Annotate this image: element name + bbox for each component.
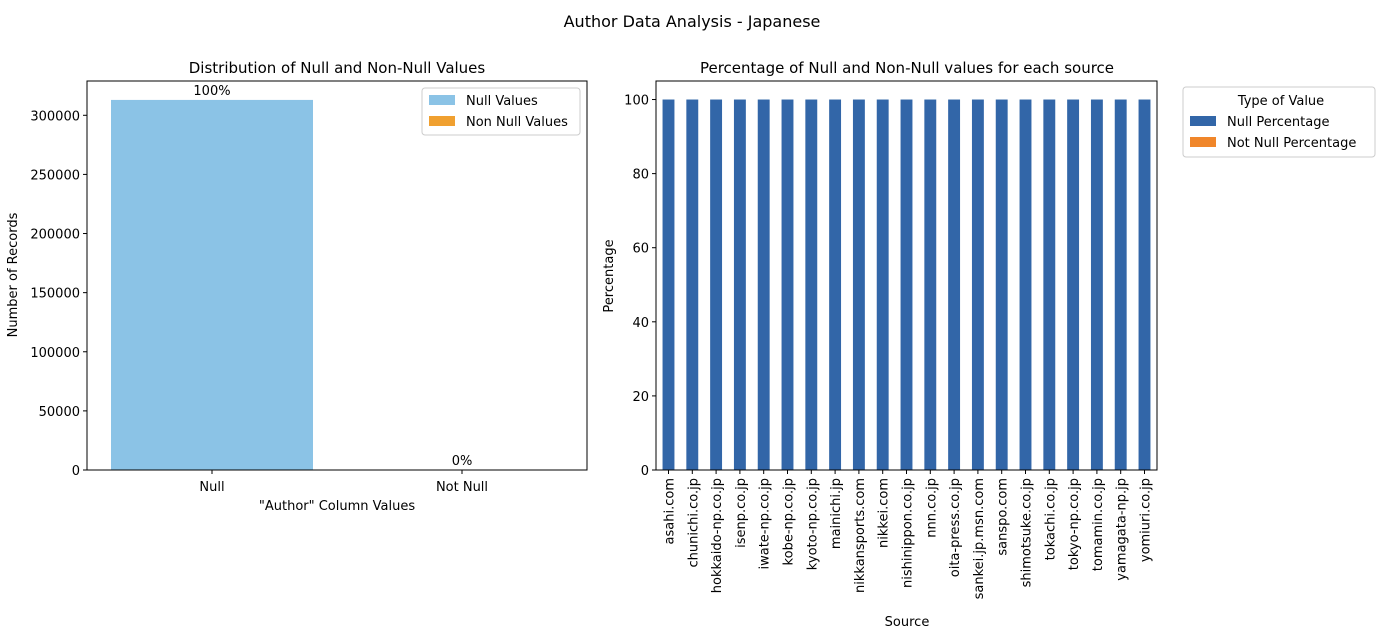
chart1-legend: Null Values Non Null Values <box>421 87 581 136</box>
bar-null-percentage-nikkei-com <box>876 99 889 471</box>
x-tick-label-yamagata-np-jp: yamagata-np.jp <box>1115 478 1130 581</box>
bar-null-percentage-asahi-com <box>662 99 675 471</box>
y-tick-label-150000: 150000 <box>30 287 80 302</box>
bar-null-percentage-kyoto-np-co-jp <box>805 99 818 471</box>
y-tick-label-200000: 200000 <box>30 228 80 243</box>
x-tick-label-sankei-jp-msn-com: sankei.jp.msn.com <box>972 478 987 599</box>
bar-null-percentage-nnn-co-jp <box>924 99 937 471</box>
x-tick-label-iwate-np-co-jp: iwate-np.co.jp <box>758 478 773 570</box>
bar-null-percentage-yamagata-np-jp <box>1114 99 1127 471</box>
x-tick-label-hokkaido-np-co-jp: hokkaido-np.co.jp <box>710 478 725 593</box>
y-tick-label-100: 100 <box>624 94 649 109</box>
bar-null-percentage-sanspo-com <box>995 99 1008 471</box>
chart-null-by-source: Percentage of Null and Non-Null values f… <box>602 59 1376 630</box>
chart1-x-axis: Null Not Null <box>199 470 488 495</box>
chart2-x-axis-label: Source <box>885 615 930 630</box>
bar-null-percentage-kobe-np-co-jp <box>781 99 794 471</box>
x-tick-label-nikkei-com: nikkei.com <box>877 478 892 548</box>
legend-title-type-of-value: Type of Value <box>1237 94 1324 109</box>
x-tick-label-mainichi-jp: mainichi.jp <box>829 478 844 549</box>
bar-null-percentage-yomiuri-co-jp <box>1138 99 1151 471</box>
x-tick-label-kyoto-np-co-jp: kyoto-np.co.jp <box>805 478 820 570</box>
x-tick-label-nishinippon-co-jp: nishinippon.co.jp <box>901 478 916 588</box>
y-tick-label-100000: 100000 <box>30 346 80 361</box>
chart1-bars: 100% 0% <box>111 84 472 470</box>
legend-label-null-values: Null Values <box>466 94 538 109</box>
bar-null-percentage-nishinippon-co-jp <box>900 99 913 471</box>
bar-label-null: 100% <box>193 84 230 99</box>
bar-null-percentage-iwate-np-co-jp <box>757 99 770 471</box>
chart1-x-axis-label: "Author" Column Values <box>259 499 415 514</box>
y-tick-label-250000: 250000 <box>30 168 80 183</box>
chart1-title: Distribution of Null and Non-Null Values <box>189 59 486 77</box>
legend-swatch-null-values <box>429 95 455 105</box>
legend-label-non-null-values: Non Null Values <box>466 115 568 130</box>
chart-null-distribution: Distribution of Null and Non-Null Values… <box>6 59 588 514</box>
bar-label-not-null: 0% <box>452 454 473 469</box>
chart1-y-axis: 0 50000 100000 150000 200000 250000 300000 <box>30 109 87 479</box>
x-tick-label-kobe-np-co-jp: kobe-np.co.jp <box>781 478 796 565</box>
x-tick-label-isenp-co-jp: isenp.co.jp <box>734 478 749 548</box>
x-tick-label-oita-press-co-jp: oita-press.co.jp <box>948 478 963 577</box>
y-tick-label-0: 0 <box>641 464 649 479</box>
x-tick-label-not-null: Not Null <box>436 480 488 495</box>
y-tick-label-20: 20 <box>632 390 649 405</box>
chart1-legend-box <box>421 87 581 136</box>
legend-label-null-percentage: Null Percentage <box>1227 115 1329 130</box>
chart2-title: Percentage of Null and Non-Null values f… <box>700 59 1114 77</box>
chart1-y-axis-label: Number of Records <box>6 212 21 337</box>
x-tick-label-nikkansports-com: nikkansports.com <box>853 478 868 593</box>
x-tick-label-sanspo-com: sanspo.com <box>996 478 1011 556</box>
x-tick-label-null: Null <box>199 480 224 495</box>
chart2-legend: Type of Value Null Percentage Not Null P… <box>1182 86 1376 158</box>
y-tick-label-60: 60 <box>632 242 649 257</box>
y-tick-label-0: 0 <box>72 464 80 479</box>
chart2-y-axis-label: Percentage <box>602 239 617 312</box>
x-tick-label-shimotsuke-co-jp: shimotsuke.co.jp <box>1020 478 1035 587</box>
x-tick-label-tokachi-co-jp: tokachi.co.jp <box>1043 478 1058 560</box>
chart2-x-axis: asahi.com chunichi.co.jp hokkaido-np.co.jp… <box>662 470 1154 599</box>
y-tick-label-50000: 50000 <box>39 405 80 420</box>
chart2-bars <box>662 99 1151 471</box>
legend-swatch-not-null-percentage <box>1190 137 1216 147</box>
chart2-legend-box <box>1182 86 1376 158</box>
chart2-plot-frame <box>655 80 1158 471</box>
bar-null-percentage-tomamin-co-jp <box>1090 99 1103 471</box>
x-tick-label-asahi-com: asahi.com <box>662 478 677 544</box>
bar-null-percentage-tokachi-co-jp <box>1043 99 1056 471</box>
y-tick-label-40: 40 <box>632 316 649 331</box>
x-tick-label-tomamin-co-jp: tomamin.co.jp <box>1091 478 1106 571</box>
bar-null <box>111 99 313 470</box>
legend-swatch-non-null-values <box>429 116 455 126</box>
bar-null-percentage-chunichi-co-jp <box>686 99 699 471</box>
legend-swatch-null-percentage <box>1190 116 1216 126</box>
bar-null-percentage-isenp-co-jp <box>733 99 746 471</box>
x-tick-label-yomiuri-co-jp: yomiuri.co.jp <box>1139 478 1154 562</box>
figure-suptitle: Author Data Analysis - Japanese <box>564 12 821 31</box>
x-tick-label-chunichi-co-jp: chunichi.co.jp <box>686 478 701 567</box>
bar-null-percentage-nikkansports-com <box>852 99 865 471</box>
bar-null-percentage-tokyo-np-co-jp <box>1067 99 1080 471</box>
legend-label-not-null-percentage: Not Null Percentage <box>1227 136 1356 151</box>
y-tick-label-80: 80 <box>632 168 649 183</box>
x-tick-label-nnn-co-jp: nnn.co.jp <box>924 478 939 538</box>
bar-null-percentage-hokkaido-np-co-jp <box>710 99 723 471</box>
bar-null-percentage-oita-press-co-jp <box>948 99 961 471</box>
bar-null-percentage-mainichi-jp <box>829 99 842 471</box>
bar-null-percentage-sankei-jp-msn-com <box>971 99 984 471</box>
bar-null-percentage-shimotsuke-co-jp <box>1019 99 1032 471</box>
chart2-y-axis: 0 20 40 60 80 100 <box>624 94 656 479</box>
x-tick-label-tokyo-np-co-jp: tokyo-np.co.jp <box>1067 478 1082 570</box>
y-tick-label-300000: 300000 <box>30 109 80 124</box>
chart1-plot-frame <box>86 80 588 471</box>
